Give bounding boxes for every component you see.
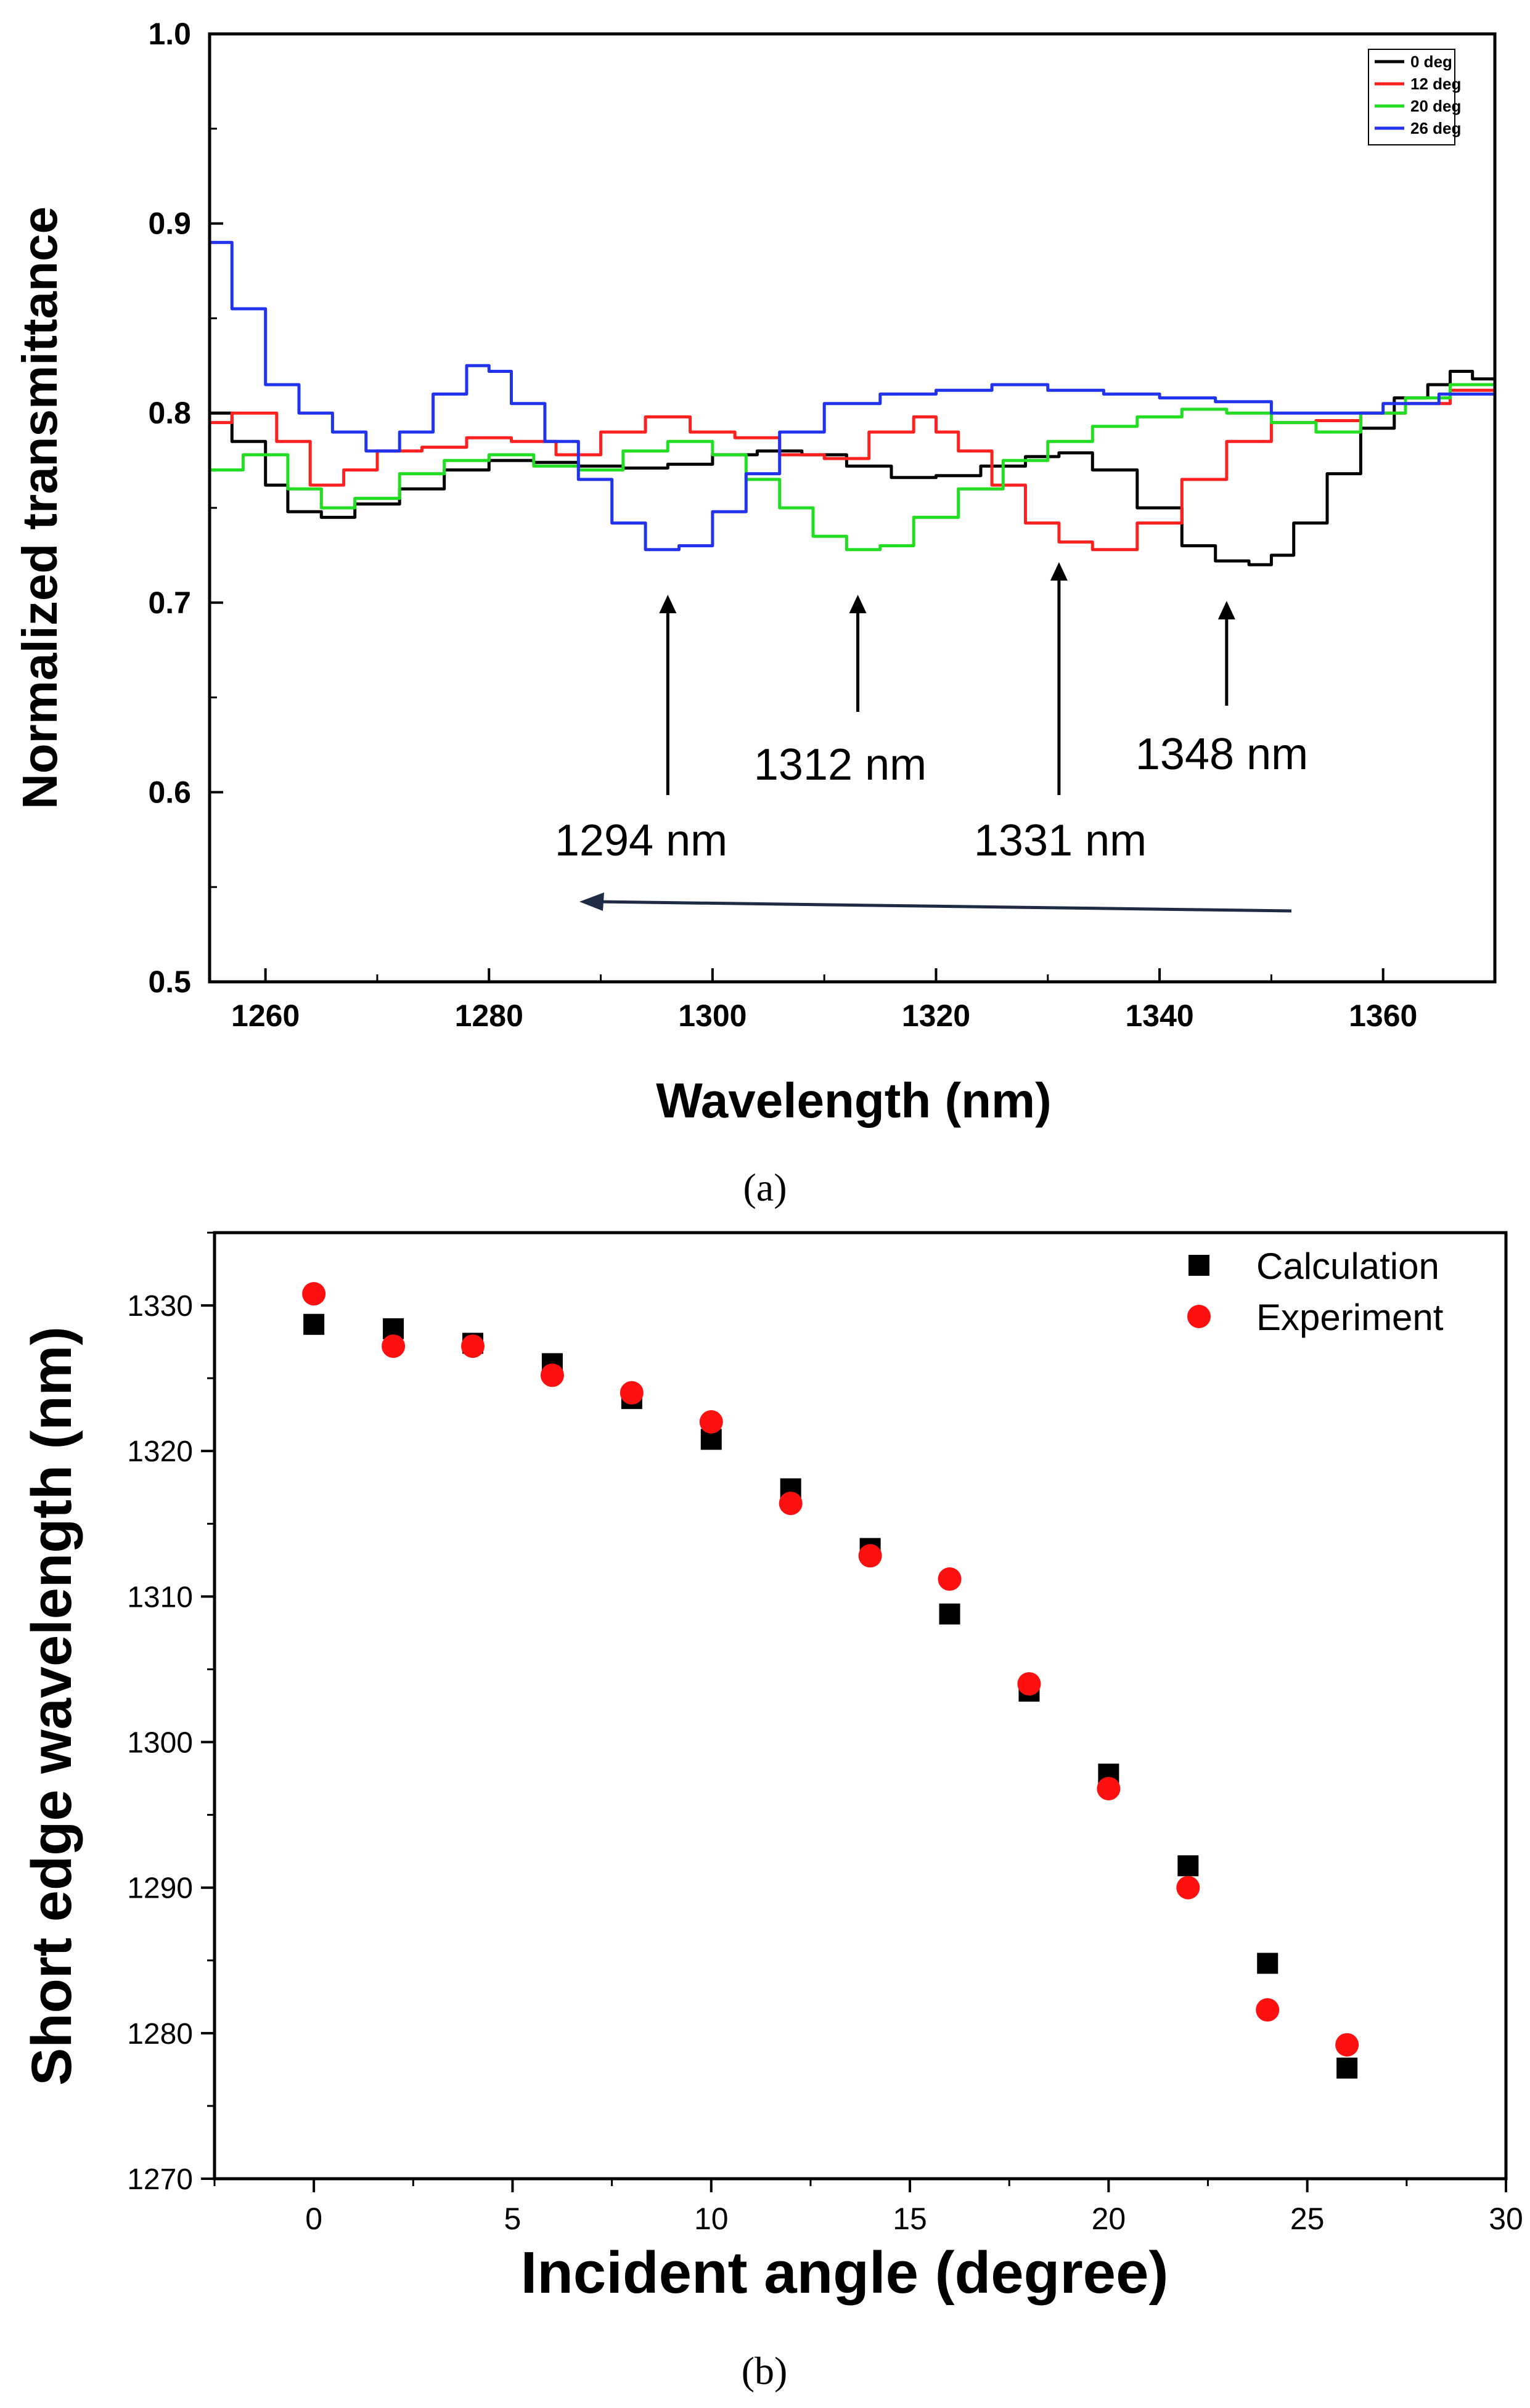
panel-a-y-axis-title: Normalized transmittance	[12, 206, 67, 809]
panel-b-legend: Calculation Experiment	[1187, 1246, 1444, 1338]
legend-label-experiment: Experiment	[1256, 1297, 1444, 1338]
legend-label-20-deg: 20 deg	[1410, 97, 1461, 115]
point-experiment	[858, 1544, 882, 1568]
x-tick-label: 1320	[902, 998, 970, 1033]
series-line-20-deg	[210, 383, 1497, 552]
panel-a-annotations: 1294 nm 1312 nm 1331 nm 1348 nm	[555, 562, 1308, 865]
point-experiment	[779, 1492, 803, 1516]
point-experiment	[938, 1567, 962, 1591]
annotation-label: 1331 nm	[974, 816, 1147, 865]
x-tick-label: 10	[694, 2202, 729, 2236]
y-tick-label: 1330	[127, 1290, 193, 1323]
x-tick-label: 20	[1092, 2202, 1126, 2236]
legend-marker-experiment	[1187, 1305, 1211, 1328]
panel-b-label: (b)	[742, 2349, 788, 2393]
shift-direction-arrow	[597, 900, 1292, 913]
point-experiment	[1017, 1672, 1041, 1696]
point-experiment	[1097, 1777, 1121, 1801]
y-tick-label: 1310	[127, 1581, 193, 1614]
annotation-arrowhead	[659, 595, 677, 613]
y-tick-label: 1320	[127, 1435, 193, 1468]
point-experiment	[1256, 1998, 1280, 2022]
y-tick-label: 0.8	[148, 396, 191, 430]
shift-direction-arrowhead	[579, 892, 604, 911]
panel-a-series-group	[210, 240, 1497, 566]
panel-a-legend: 0 deg 12 deg 20 deg 26 deg	[1368, 49, 1461, 145]
panel-a-x-axis-title: Wavelength (nm)	[656, 1073, 1051, 1128]
legend-label-12-deg: 12 deg	[1410, 75, 1461, 93]
legend-label-calculation: Calculation	[1256, 1246, 1439, 1287]
panel-a-transmittance-chart: 1260 1280 1300 1320 1340 1360 0.5 0.6 0.7 0.8 0.9 1…	[12, 17, 1497, 1209]
series-line-26-deg	[210, 240, 1497, 552]
point-experiment	[461, 1334, 485, 1358]
legend-label-26-deg: 26 deg	[1410, 119, 1461, 137]
annotation-arrowhead	[849, 595, 867, 613]
y-tick-label: 0.9	[148, 206, 191, 241]
panel-a-label: (a)	[743, 1165, 787, 1209]
y-tick-label: 0.7	[148, 586, 191, 620]
x-tick-label: 0	[305, 2202, 322, 2236]
panel-b-short-edge-chart: 0 5 10 15 20 25 30 1270 1280 1290 1300 1310 1320 1330…	[20, 1231, 1523, 2393]
annotation-arrowhead	[1050, 562, 1068, 581]
x-tick-label: 30	[1489, 2202, 1523, 2236]
point-experiment	[302, 1282, 326, 1306]
y-tick-label: 1280	[127, 2018, 193, 2051]
annotation-arrowhead	[1217, 601, 1235, 619]
x-tick-label: 15	[893, 2202, 927, 2236]
x-tick-label: 5	[504, 2202, 522, 2236]
annotation-label: 1348 nm	[1135, 730, 1308, 779]
legend-label-0-deg: 0 deg	[1410, 52, 1452, 71]
point-calculation	[303, 1313, 325, 1335]
panel-a-ticks: 1260 1280 1300 1320 1340 1360 0.5 0.6 0.7 0.8 0.9 1…	[148, 17, 1496, 1033]
y-tick-label: 1290	[127, 1872, 193, 1905]
point-experiment	[1176, 1875, 1200, 1900]
y-tick-label: 1300	[127, 1727, 193, 1760]
x-tick-label: 1300	[678, 998, 747, 1033]
point-calculation	[939, 1603, 960, 1625]
x-tick-label: 1260	[231, 998, 300, 1033]
x-tick-label: 1340	[1125, 998, 1193, 1033]
y-tick-label: 1270	[127, 2163, 193, 2196]
point-calculation	[1177, 1855, 1199, 1877]
point-experiment	[699, 1410, 723, 1434]
point-experiment	[382, 1334, 406, 1358]
point-calculation	[1257, 1953, 1278, 1974]
panel-b-ticks: 0 5 10 15 20 25 30 1270 1280 1290 1300 1310 1320 1330	[127, 1231, 1523, 2236]
x-tick-label: 1360	[1349, 998, 1417, 1033]
point-calculation	[1336, 2057, 1358, 2079]
panel-b-plot-frame	[213, 1231, 1508, 2181]
annotation-label: 1294 nm	[555, 816, 727, 865]
series-line-12-deg	[210, 388, 1497, 552]
panel-b-x-axis-title: Incident angle (degree)	[521, 2240, 1169, 2306]
y-tick-label: 0.6	[148, 775, 191, 809]
panel-b-y-axis-title: Short edge wavelength (nm)	[20, 1326, 83, 2086]
legend-marker-calculation	[1188, 1255, 1209, 1276]
x-tick-label: 25	[1290, 2202, 1325, 2236]
annotation-label: 1312 nm	[754, 740, 927, 790]
panel-b-points	[302, 1282, 1359, 2079]
x-tick-label: 1280	[455, 998, 523, 1033]
y-tick-label: 1.0	[148, 17, 191, 51]
point-experiment	[540, 1363, 564, 1387]
point-experiment	[620, 1381, 644, 1405]
y-tick-label: 0.5	[148, 965, 191, 999]
point-experiment	[1335, 2033, 1359, 2057]
